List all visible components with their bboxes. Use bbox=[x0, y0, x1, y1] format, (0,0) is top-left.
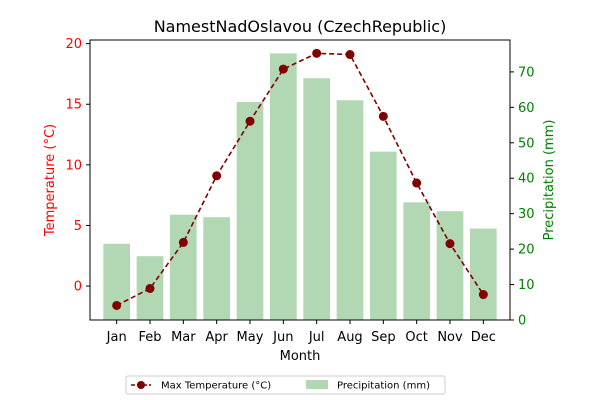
temperature-point bbox=[278, 64, 288, 74]
x-tick-label: Dec bbox=[471, 330, 496, 345]
bars-layer bbox=[103, 53, 497, 321]
y-right-tick-label: 50 bbox=[518, 136, 535, 151]
y-left-tick-label: 10 bbox=[65, 158, 82, 173]
precipitation-bar bbox=[470, 228, 497, 320]
legend-precipitation-label: Precipitation (mm) bbox=[337, 381, 430, 392]
legend-precipitation-swatch bbox=[306, 380, 328, 389]
precipitation-bar bbox=[203, 217, 230, 320]
precipitation-bar bbox=[403, 202, 430, 320]
temperature-point bbox=[245, 116, 255, 126]
x-axis-label: Month bbox=[280, 349, 321, 364]
x-tick-label: Jan bbox=[106, 330, 127, 345]
chart-title: NamestNadOslavou (CzechRepublic) bbox=[154, 17, 447, 36]
y-right-tick-label: 60 bbox=[518, 101, 535, 116]
precipitation-bar bbox=[303, 78, 330, 321]
y-left-tick-label: 15 bbox=[65, 98, 82, 113]
y-right-ticks: 0 10 20 30 40 50 60 70 bbox=[510, 65, 535, 329]
temperature-point bbox=[478, 290, 488, 300]
x-tick-label: May bbox=[237, 330, 264, 345]
legend-temperature-marker bbox=[137, 381, 145, 389]
x-tick-label: Sep bbox=[371, 330, 396, 345]
y-left-tick-label: 5 bbox=[74, 219, 82, 234]
x-tick-label: Aug bbox=[337, 330, 362, 345]
precipitation-bar bbox=[170, 214, 197, 320]
y-axis-right-label: Precipitation (mm) bbox=[542, 120, 557, 241]
x-tick-label: Jun bbox=[272, 330, 293, 345]
y-left-tick-label: 0 bbox=[74, 280, 82, 295]
y-left-ticks: 0 5 10 15 20 bbox=[65, 37, 90, 295]
plot-frame bbox=[89, 39, 511, 321]
precipitation-bar bbox=[436, 211, 464, 320]
temperature-line-layer bbox=[112, 48, 488, 310]
precipitation-bar bbox=[270, 53, 297, 320]
y-right-tick-label: 30 bbox=[518, 207, 535, 222]
y-right-tick-label: 20 bbox=[518, 243, 535, 258]
y-right-tick-label: 10 bbox=[518, 278, 535, 293]
x-tick-label: Mar bbox=[171, 330, 196, 345]
y-axis-left-label: Temperature (°C) bbox=[43, 124, 58, 237]
temperature-point bbox=[212, 171, 222, 181]
x-tick-label: Jul bbox=[308, 330, 325, 345]
precipitation-bar bbox=[336, 100, 364, 320]
precipitation-bar bbox=[236, 102, 264, 320]
temperature-line bbox=[116, 52, 485, 307]
x-tick-label: Nov bbox=[437, 330, 463, 345]
legend-box bbox=[125, 375, 446, 395]
temperature-point bbox=[445, 239, 455, 249]
precipitation-bar bbox=[370, 151, 397, 320]
y-right-tick-label: 40 bbox=[518, 172, 535, 187]
x-tick-label: Oct bbox=[405, 330, 427, 345]
x-tick-label: Apr bbox=[205, 330, 228, 345]
temperature-point bbox=[112, 300, 122, 310]
temperature-point bbox=[312, 48, 322, 58]
temperature-point bbox=[412, 178, 422, 188]
temperature-point bbox=[145, 283, 155, 293]
y-right-tick-label: 0 bbox=[518, 314, 526, 329]
legend-temperature-label: Max Temperature (°C) bbox=[161, 381, 271, 392]
y-left-tick-label: 20 bbox=[65, 37, 82, 52]
y-right-tick-label: 70 bbox=[518, 65, 535, 80]
legend: Max Temperature (°C) Precipitation (mm) bbox=[125, 375, 446, 395]
x-tick-label: Feb bbox=[138, 330, 161, 345]
temperature-point bbox=[345, 50, 355, 60]
temperature-point bbox=[178, 237, 188, 247]
temperature-point bbox=[378, 111, 388, 121]
x-ticks: Jan Feb Mar Apr May Jun Jul Aug Sep Oct Nov Dec bbox=[106, 320, 496, 345]
